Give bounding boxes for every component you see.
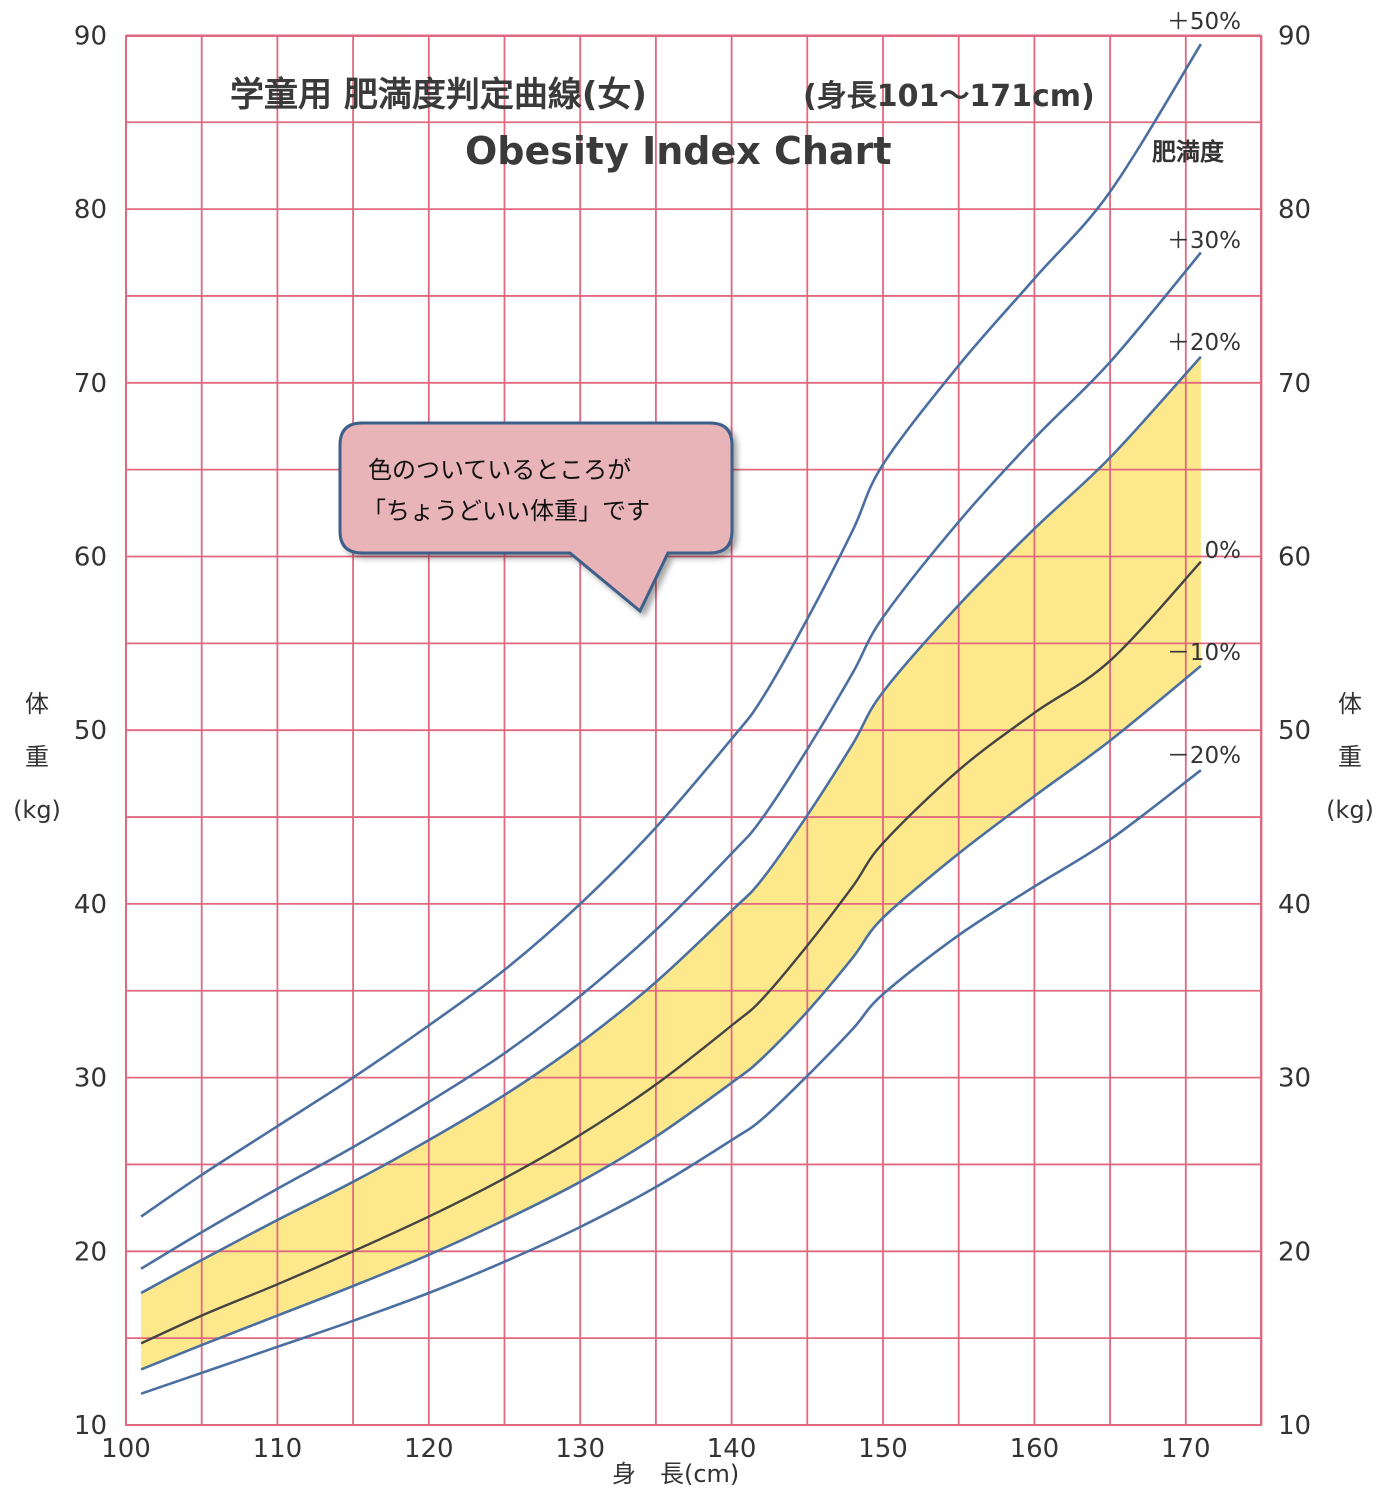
y-tick-label-right: 90 (1278, 21, 1311, 51)
tick-labels: 100 110 120 130 140 150 160 170 10 10 20 20 30 30 40 40… (74, 21, 1311, 1464)
x-tick-label: 120 (404, 1434, 454, 1464)
series-label: 0% (1205, 538, 1242, 564)
callout-bubble (338, 421, 734, 614)
y-tick-label-right: 50 (1278, 716, 1311, 746)
y-axis-label-left-2: 重 (25, 743, 49, 771)
y-axis-label-right-1: 体 (1338, 690, 1362, 718)
y-tick-label-left: 60 (74, 543, 107, 573)
x-tick-label: 160 (1010, 1434, 1060, 1464)
y-tick-label-right: 20 (1278, 1237, 1311, 1267)
y-axis-label-left-3: (kg) (13, 796, 61, 824)
y-tick-label-left: 50 (74, 716, 107, 746)
series-line (140, 769, 1202, 1395)
y-axis-label-right-2: 重 (1338, 743, 1362, 771)
series-label: ＋20% (1167, 330, 1241, 356)
series-label: ＋30% (1167, 228, 1241, 254)
y-axis-label-left-1: 体 (25, 690, 49, 718)
series-line (140, 664, 1202, 1371)
healthy-weight-band (141, 356, 1201, 1370)
chart-title: 学童用 肥満度判定曲線(女) (230, 75, 647, 115)
series-line (140, 560, 1202, 1345)
series-label: ＋50% (1167, 9, 1241, 35)
y-axis-label-right-3: (kg) (1326, 796, 1374, 824)
x-tick-label: 100 (101, 1434, 151, 1464)
y-tick-label-right: 30 (1278, 1064, 1311, 1094)
series-label: －10% (1167, 640, 1241, 666)
x-axis-label: 身 長(cm) (612, 1460, 739, 1488)
series-line (140, 355, 1202, 1295)
callout (338, 421, 734, 614)
y-tick-label-right: 60 (1278, 543, 1311, 573)
x-tick-label: 140 (707, 1434, 757, 1464)
y-tick-label-left: 20 (74, 1237, 107, 1267)
y-tick-label-left: 90 (74, 21, 107, 51)
series-lines: ＋50% ＋30% ＋20% 0% －10% －20% (140, 9, 1242, 1395)
y-tick-label-left: 80 (74, 195, 107, 225)
callout-line-2: 「ちょうどいい体重」です (362, 497, 650, 525)
chart-title-suffix: (身長101〜171cm) (803, 79, 1095, 114)
y-tick-label-right: 10 (1278, 1411, 1311, 1441)
y-tick-label-right: 80 (1278, 195, 1311, 225)
y-tick-label-right: 70 (1278, 369, 1311, 399)
series-line (140, 43, 1203, 1218)
y-tick-label-left: 70 (74, 369, 107, 399)
y-tick-label-left: 40 (74, 890, 107, 920)
chart-subtitle: Obesity Index Chart (465, 129, 891, 173)
obesity-degree-label: 肥満度 (1152, 138, 1225, 166)
x-tick-label: 170 (1161, 1434, 1211, 1464)
plot-frame (125, 35, 1262, 1426)
y-tick-label-right: 40 (1278, 890, 1311, 920)
series-label: －20% (1167, 743, 1241, 769)
y-tick-label-left: 30 (74, 1064, 107, 1094)
x-tick-label: 130 (555, 1434, 605, 1464)
x-tick-label: 150 (858, 1434, 908, 1464)
callout-line-1: 色のついているところが (368, 456, 631, 484)
series-line (140, 251, 1202, 1270)
x-tick-label: 110 (253, 1434, 303, 1464)
y-tick-label-left: 10 (74, 1411, 107, 1441)
